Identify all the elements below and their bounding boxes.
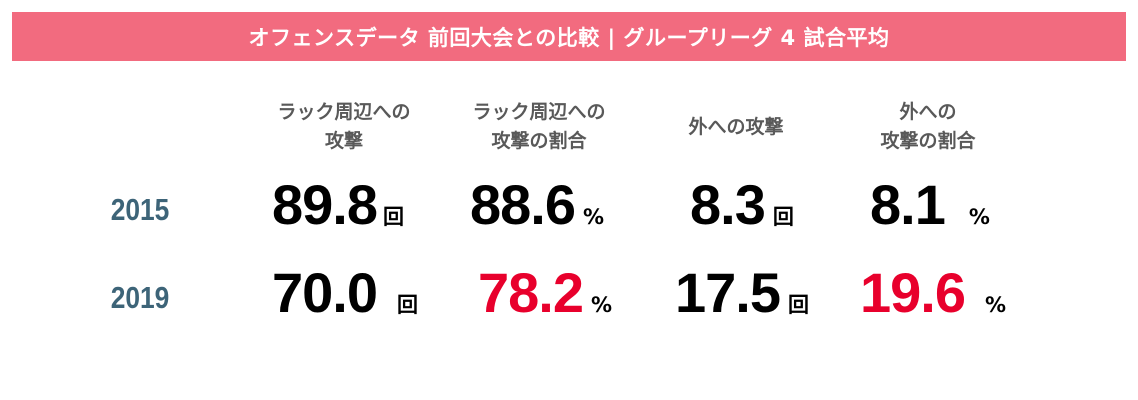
- stat-value: 17.5: [675, 261, 781, 324]
- stat-value: 8.1: [870, 173, 946, 236]
- stat-value-highlight: 19.6: [860, 261, 966, 324]
- stat-unit: 回: [772, 205, 794, 229]
- column-header-ruck-ratio: ラック周辺への 攻撃の割合: [472, 101, 606, 152]
- column-header-outside-ratio: 外への 攻撃の割合: [880, 101, 976, 152]
- stat-value: 88.6: [470, 173, 576, 236]
- stat-value: 89.8: [272, 173, 378, 236]
- stat-unit: 回: [397, 293, 418, 317]
- stat-cell: 8.3 回: [690, 172, 794, 242]
- stat-unit: 回: [383, 205, 404, 229]
- stat-cell: 70.0 回: [272, 260, 418, 330]
- stat-unit: %: [968, 205, 990, 229]
- stat-unit: %: [591, 293, 613, 317]
- column-header-ruck-attacks: ラック周辺への 攻撃: [277, 101, 411, 152]
- title-banner: オフェンスデータ 前回大会との比較 | グループリーグ 4 試合平均: [12, 12, 1126, 61]
- year-label: 2015: [110, 192, 170, 227]
- stat-value-highlight: 78.2: [478, 261, 584, 324]
- stat-unit: %: [985, 293, 1007, 317]
- banner-title: オフェンスデータ 前回大会との比較 | グループリーグ 4 試合平均: [248, 25, 890, 50]
- stat-cell: 8.1 %: [870, 172, 990, 242]
- stat-cell: 88.6 %: [470, 172, 604, 242]
- stat-cell: 89.8 回: [272, 172, 404, 242]
- stat-unit: %: [583, 205, 605, 229]
- stat-value: 8.3: [690, 173, 766, 236]
- column-header-outside-attacks: 外への攻撃: [688, 115, 784, 138]
- stat-cell: 19.6 %: [860, 260, 1006, 330]
- year-label: 2019: [110, 280, 170, 315]
- stat-cell: 78.2 %: [478, 260, 612, 330]
- stat-unit: 回: [788, 293, 809, 317]
- stat-cell: 17.5 回: [675, 260, 809, 330]
- stat-value: 70.0: [272, 261, 378, 324]
